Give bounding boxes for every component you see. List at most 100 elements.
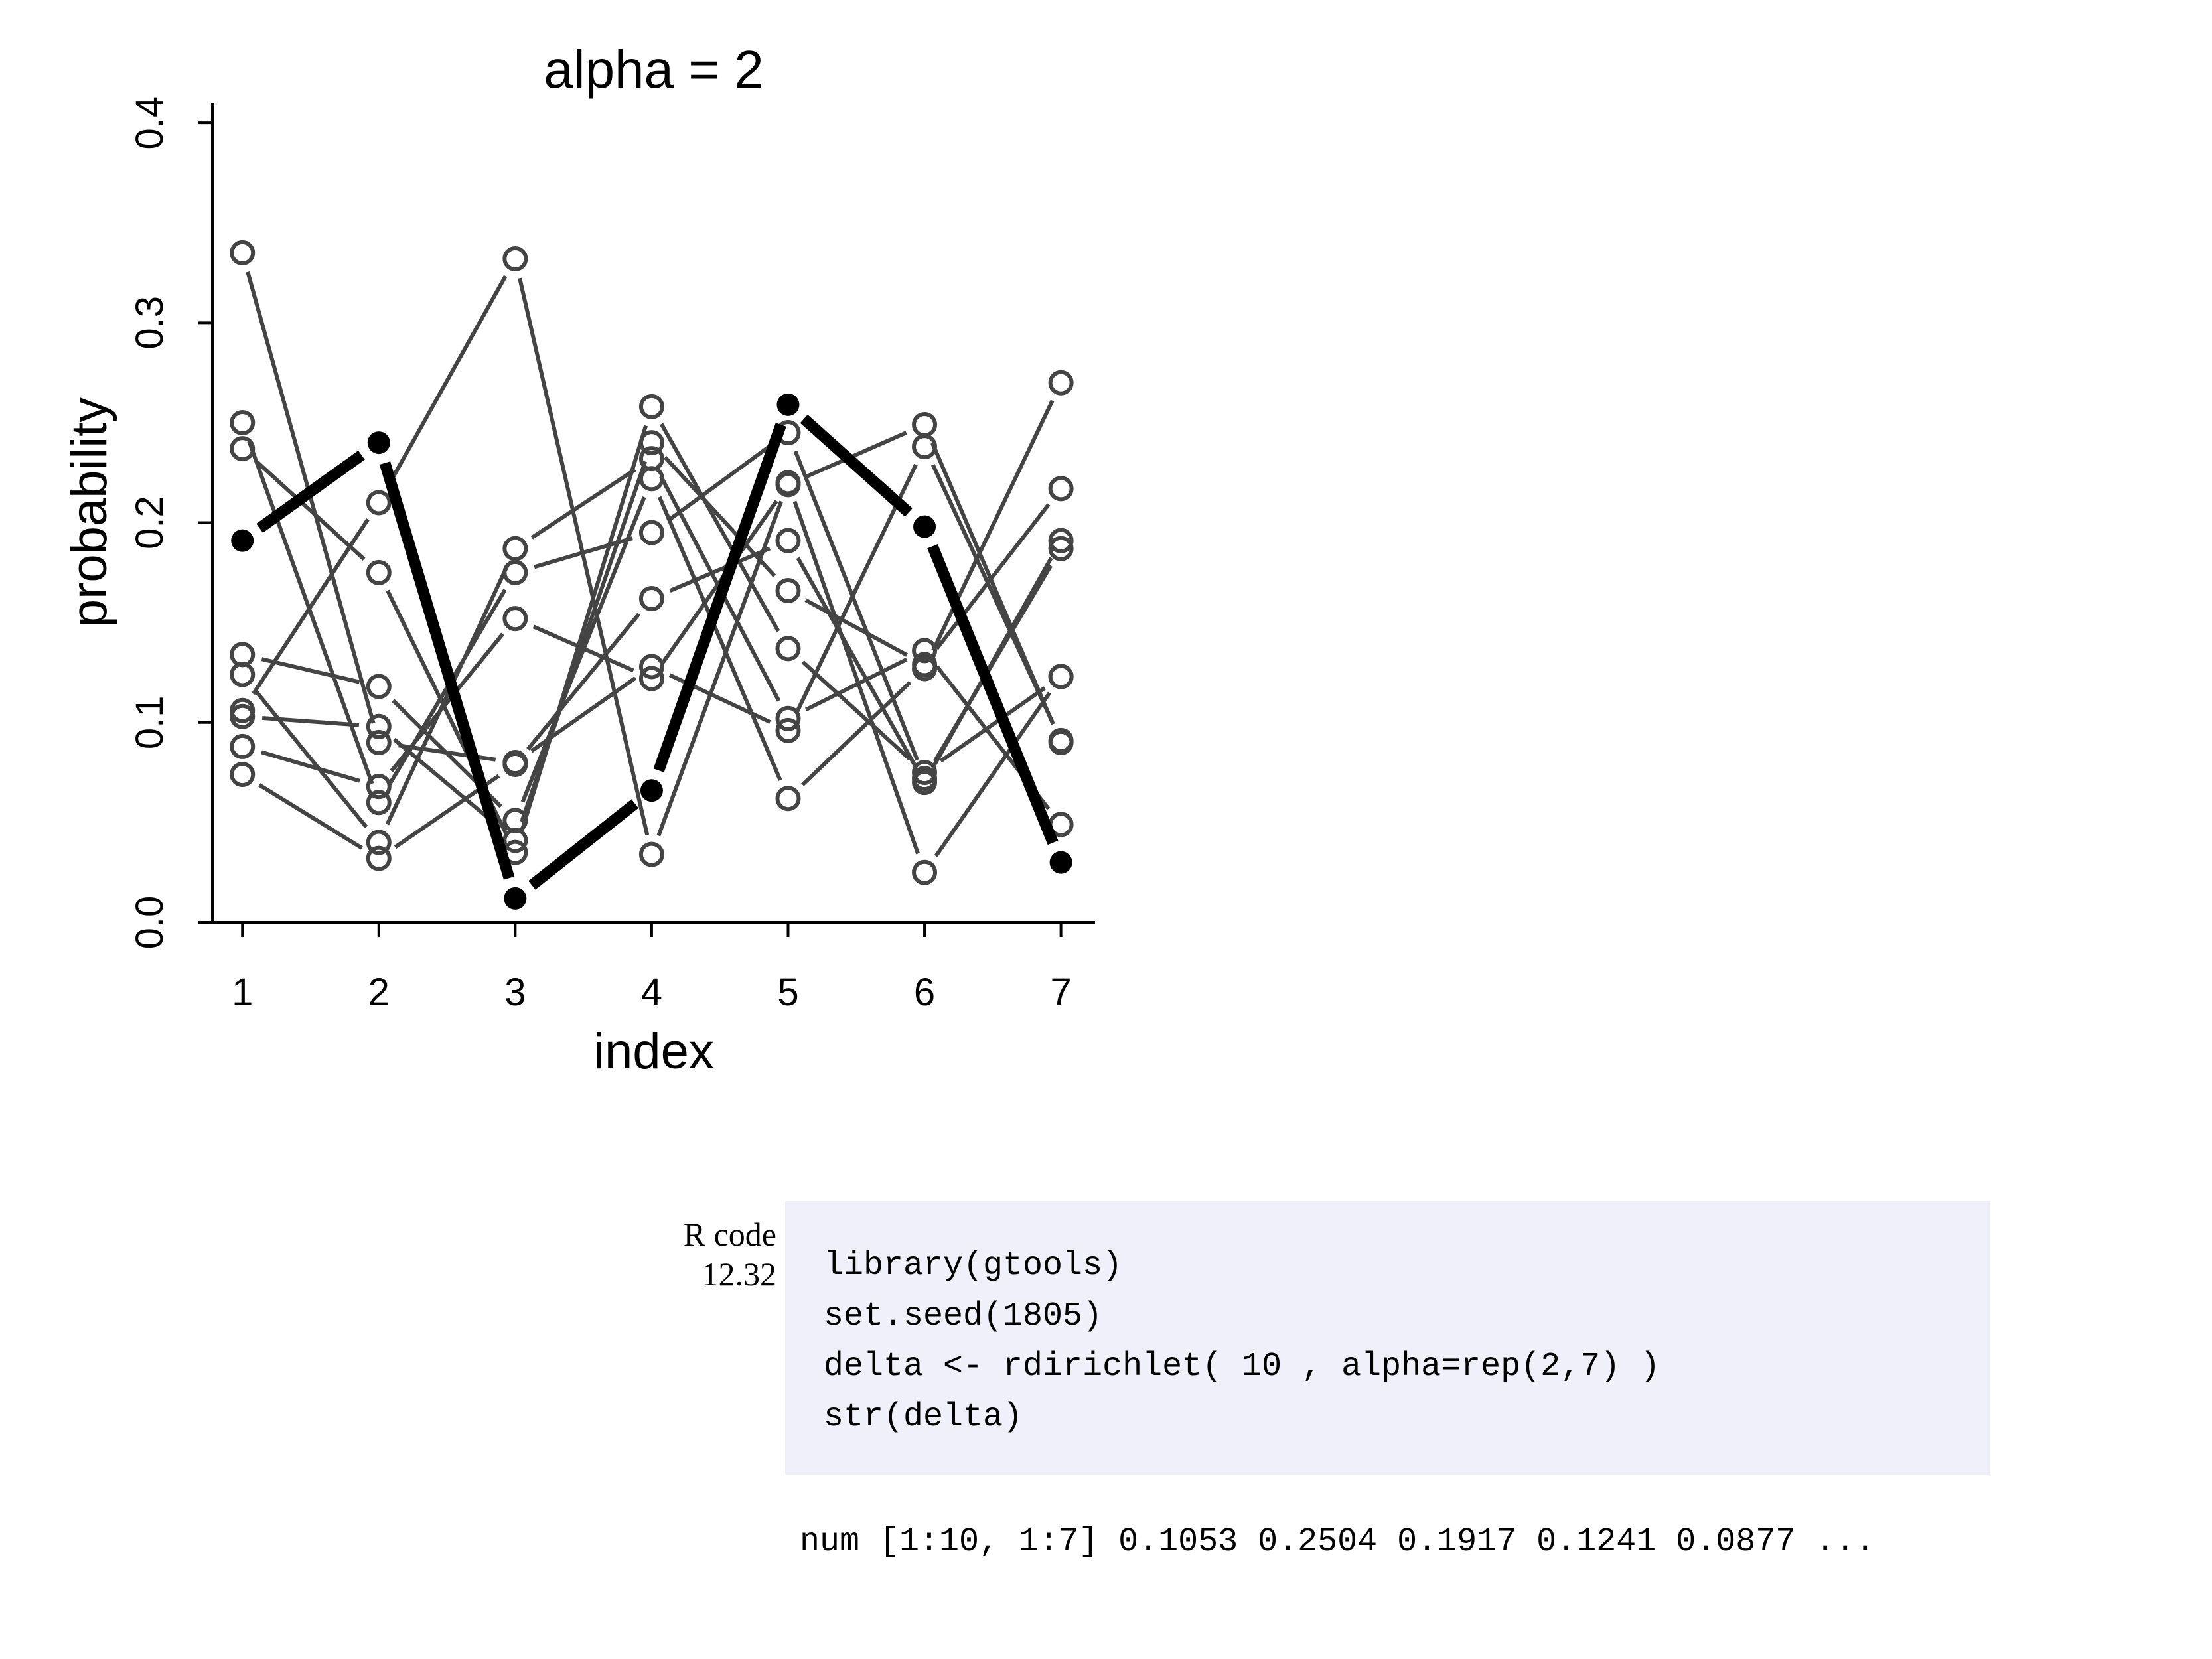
data-point: [367, 431, 390, 455]
y-tick-label: 0.4: [128, 96, 171, 150]
data-point: [1048, 729, 1074, 755]
series-segment: [656, 500, 783, 837]
x-tick-label: 7: [1050, 971, 1071, 1014]
x-ticks: 1 2 3 4 5 6 7: [232, 922, 1072, 1014]
code-line: set.seed(1805): [824, 1297, 1103, 1335]
data-point: [366, 559, 392, 585]
series-segment: [657, 496, 782, 781]
data-point: [775, 705, 801, 731]
series-segment: [932, 557, 1053, 766]
code-label-title: R code: [683, 1216, 776, 1253]
data-point: [912, 638, 938, 664]
code-line: delta <- rdirichlet( 10 , alpha=rep(2,7)…: [824, 1348, 1660, 1386]
x-tick-label: 3: [504, 971, 526, 1014]
x-tick-label: 5: [777, 971, 798, 1014]
y-tick-label: 0.2: [128, 496, 171, 549]
series-segment: [261, 715, 360, 727]
series-segment: [386, 275, 508, 486]
data-point: [230, 733, 256, 759]
code-line: str(delta): [824, 1398, 1023, 1436]
data-point: [1048, 476, 1074, 502]
data-point: [366, 713, 392, 739]
chart-title: alpha = 2: [544, 40, 763, 99]
data-point: [640, 779, 663, 802]
series-segment: [528, 799, 639, 890]
series-segment: [379, 461, 515, 880]
series-segment: [261, 657, 360, 684]
series-segment: [653, 423, 786, 772]
series-segment: [935, 503, 1051, 650]
series-segment: [385, 565, 509, 826]
data-point: [1048, 664, 1074, 689]
data-series: [230, 240, 1074, 776]
data-point: [366, 790, 392, 816]
data-point: [638, 841, 664, 867]
y-tick-label: 0.0: [128, 896, 171, 950]
data-point: [502, 752, 528, 778]
series-segment: [520, 461, 648, 823]
series-segment: [390, 632, 504, 772]
x-tick-label: 4: [641, 971, 662, 1014]
code-label-number: 12.32: [701, 1256, 777, 1293]
data-point: [913, 515, 936, 538]
y-tick-label: 0.1: [128, 695, 171, 749]
data-point: [638, 430, 664, 456]
code-output: num [1:10, 1:7] 0.1053 0.2504 0.1917 0.1…: [800, 1523, 1876, 1561]
data-point: [230, 240, 256, 265]
data-point: [638, 394, 664, 419]
data-point: [775, 528, 801, 553]
series-segment: [256, 461, 366, 561]
code-line: library(gtools): [824, 1247, 1123, 1285]
data-point: [502, 246, 528, 271]
data-point: [912, 411, 938, 437]
data-point: [638, 654, 664, 680]
data-point: [912, 760, 938, 786]
y-tick-label: 0.3: [128, 296, 171, 350]
data-point: [366, 774, 392, 800]
series-segment: [258, 783, 363, 850]
data-series: [230, 370, 1074, 833]
data-point: [230, 436, 256, 462]
data-point: [366, 490, 392, 516]
data-point: [912, 770, 938, 796]
data-series: [230, 246, 1074, 885]
series-segment: [669, 546, 771, 593]
series-segment: [804, 598, 909, 657]
code-block: library(gtools) set.seed(1805) delta <- …: [785, 1201, 1990, 1475]
x-axis-title: index: [593, 1023, 714, 1080]
data-point: [638, 446, 664, 472]
data-point: [230, 662, 256, 687]
x-tick-label: 2: [368, 971, 390, 1014]
series-segment: [666, 443, 774, 523]
y-axis-title: probability: [61, 397, 117, 627]
series-segment: [804, 658, 908, 712]
y-ticks: 0.0 0.1 0.2 0.3 0.4: [128, 96, 212, 950]
data-point: [775, 472, 801, 498]
series-segment: [805, 431, 907, 479]
highlighted-series: [231, 393, 1072, 910]
series-segment: [247, 441, 374, 785]
data-point: [775, 636, 801, 662]
data-point: [912, 859, 938, 885]
series-segment: [256, 450, 365, 533]
data-point: [912, 652, 938, 678]
data-point: [366, 845, 392, 871]
data-point: [504, 887, 527, 910]
series-segment: [392, 737, 502, 830]
data-point: [230, 409, 256, 435]
data-point: [230, 703, 256, 729]
series-segment: [253, 688, 368, 829]
data-point: [638, 520, 664, 545]
series-layer: [230, 240, 1074, 910]
data-point: [776, 393, 800, 416]
series-segment: [801, 680, 912, 786]
data-point: [502, 828, 528, 853]
series-segment: [261, 750, 360, 783]
data-point: [1048, 528, 1074, 553]
data-series: [230, 411, 1074, 800]
x-tick-label: 6: [914, 971, 935, 1014]
series-segment: [801, 660, 911, 761]
data-point: [366, 729, 392, 755]
x-tick-label: 1: [232, 971, 253, 1014]
series-segment: [530, 468, 636, 540]
